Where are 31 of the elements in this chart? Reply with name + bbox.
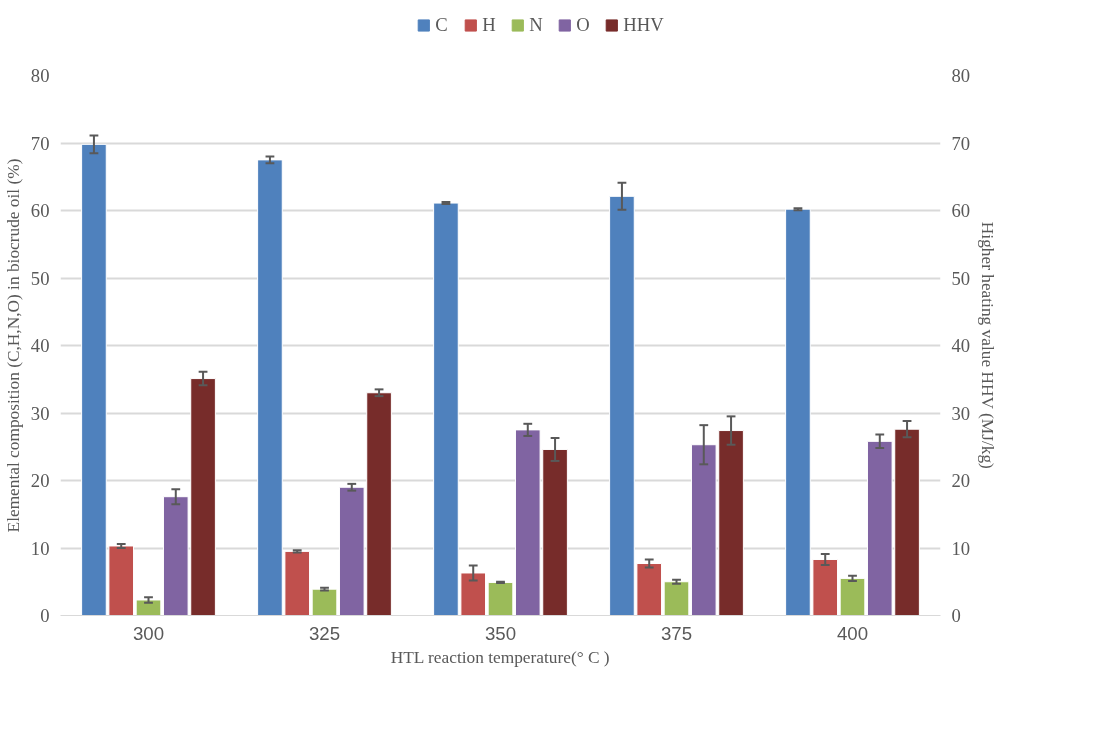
y-tick-label: 30 [30, 402, 50, 424]
y2-tick-label: 30 [951, 402, 971, 424]
x-tick-label: 400 [836, 622, 869, 644]
y-axis-title: Elemental composition (C,H,N,O) in biocrude oil (%) [3, 158, 23, 533]
x-tick-label: 375 [660, 622, 693, 644]
y2-tick-label: 60 [951, 200, 971, 221]
y2-tick-label: 40 [951, 335, 971, 356]
y2-tick-label: 20 [951, 470, 971, 491]
x-tick-label: 350 [484, 622, 517, 644]
y2-tick-label: 80 [951, 65, 971, 86]
y2-tick-label: 50 [951, 267, 971, 289]
legend-label: H [482, 14, 497, 36]
x-tick-label: 325 [308, 622, 341, 644]
x-tick-label: 300 [132, 622, 165, 644]
legend-label: C [435, 14, 449, 36]
y-tick-label: 0 [40, 605, 50, 626]
y2-tick-label: 10 [951, 537, 971, 559]
legend-label: HHV [623, 14, 664, 36]
y2-tick-label: 0 [951, 605, 961, 626]
y-tick-label: 70 [30, 132, 50, 154]
y-tick-label: 10 [30, 537, 50, 559]
y-tick-label: 20 [30, 470, 50, 491]
legend-label: O [576, 14, 591, 36]
legend-label: N [529, 14, 544, 36]
y-tick-label: 60 [30, 200, 50, 221]
x-axis-title: HTL reaction temperature(° C ) [390, 647, 610, 667]
y-tick-label: 50 [30, 267, 50, 289]
y-tick-label: 80 [30, 65, 50, 86]
y-tick-label: 40 [30, 335, 50, 356]
y2-tick-label: 70 [951, 132, 971, 154]
y2-axis-title: Higher heating value HHV (MJ/kg) [978, 221, 998, 470]
